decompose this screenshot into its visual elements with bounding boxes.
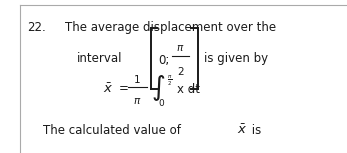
Text: $\bar{x}$: $\bar{x}$ bbox=[103, 82, 113, 96]
Text: =: = bbox=[118, 82, 128, 95]
Text: x dt: x dt bbox=[177, 82, 200, 95]
Text: 22.: 22. bbox=[27, 21, 46, 34]
Text: $\int$: $\int$ bbox=[151, 73, 166, 103]
Text: $\frac{\pi}{2}$: $\frac{\pi}{2}$ bbox=[167, 73, 172, 88]
Text: The calculated value of: The calculated value of bbox=[43, 124, 184, 137]
Text: interval: interval bbox=[77, 52, 122, 65]
Text: is given by: is given by bbox=[204, 52, 269, 65]
Text: $\bar{x}$: $\bar{x}$ bbox=[237, 123, 247, 137]
Text: The average displacement over the: The average displacement over the bbox=[65, 21, 276, 34]
Text: is: is bbox=[247, 124, 261, 137]
Text: 2: 2 bbox=[177, 67, 184, 77]
Text: $\pi$: $\pi$ bbox=[133, 96, 142, 106]
Text: 0: 0 bbox=[159, 99, 164, 108]
Text: 1: 1 bbox=[134, 75, 141, 85]
Text: 0;: 0; bbox=[159, 54, 170, 67]
Text: $\pi$: $\pi$ bbox=[176, 43, 185, 53]
